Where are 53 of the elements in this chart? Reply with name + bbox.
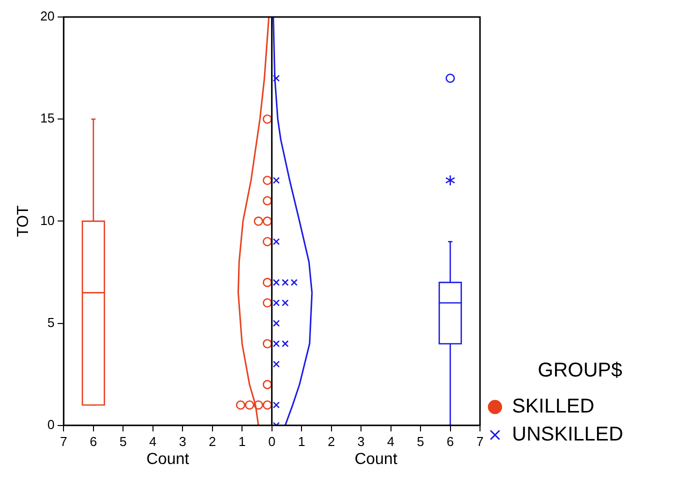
- point: [272, 299, 280, 306]
- x-tick-label: 4: [149, 434, 156, 449]
- x-tick-label: 2: [208, 434, 216, 449]
- x-axis-title: Count: [146, 450, 190, 468]
- point: [262, 400, 272, 410]
- point: [254, 400, 264, 410]
- x-tick-label: 4: [387, 434, 394, 449]
- x-tick-label: 1: [238, 434, 246, 449]
- legend-label: SKILLED: [512, 396, 594, 418]
- point: [262, 236, 272, 246]
- legend-title: GROUP$: [538, 360, 622, 382]
- point: [272, 320, 280, 327]
- y-tick-label: 15: [40, 110, 55, 126]
- x-tick-label: 3: [178, 434, 186, 449]
- legend-label: UNSKILLED: [512, 424, 624, 446]
- point: [272, 360, 280, 368]
- x-tick-label: 7: [60, 434, 68, 449]
- x-tick-label: 2: [328, 434, 335, 449]
- y-tick-label: 0: [47, 416, 55, 432]
- point: [262, 114, 272, 124]
- point: [282, 340, 289, 348]
- y-axis-title: TOT: [15, 205, 32, 238]
- x-tick-label: 6: [90, 434, 98, 449]
- point: [236, 400, 246, 410]
- y-tick-label: 10: [40, 212, 55, 228]
- point: [272, 74, 280, 82]
- x-tick-label: 0: [268, 434, 276, 449]
- point: [272, 176, 280, 184]
- point: [244, 400, 254, 410]
- x-tick-label: 6: [446, 434, 454, 449]
- x-tick-label: 5: [120, 434, 127, 449]
- point: [282, 299, 289, 306]
- x-tick-label: 3: [357, 434, 365, 449]
- text: Count: [354, 450, 398, 468]
- point: [262, 278, 272, 288]
- point: [262, 216, 272, 226]
- y-tick-label: 5: [47, 314, 55, 330]
- point: [262, 176, 272, 186]
- x-tick-label: 7: [476, 434, 484, 449]
- y-tick-label: 20: [40, 8, 55, 24]
- point: [282, 278, 289, 286]
- point: [254, 216, 264, 226]
- x-tick-label: 5: [416, 434, 424, 449]
- point: [272, 402, 280, 408]
- point: [272, 238, 280, 246]
- point: [272, 278, 280, 286]
- point: [290, 278, 298, 286]
- point: [262, 298, 272, 308]
- x-tick-label: 1: [298, 434, 306, 449]
- point: [262, 196, 272, 206]
- point: [262, 339, 272, 348]
- point: [262, 380, 272, 390]
- point: [272, 340, 280, 348]
